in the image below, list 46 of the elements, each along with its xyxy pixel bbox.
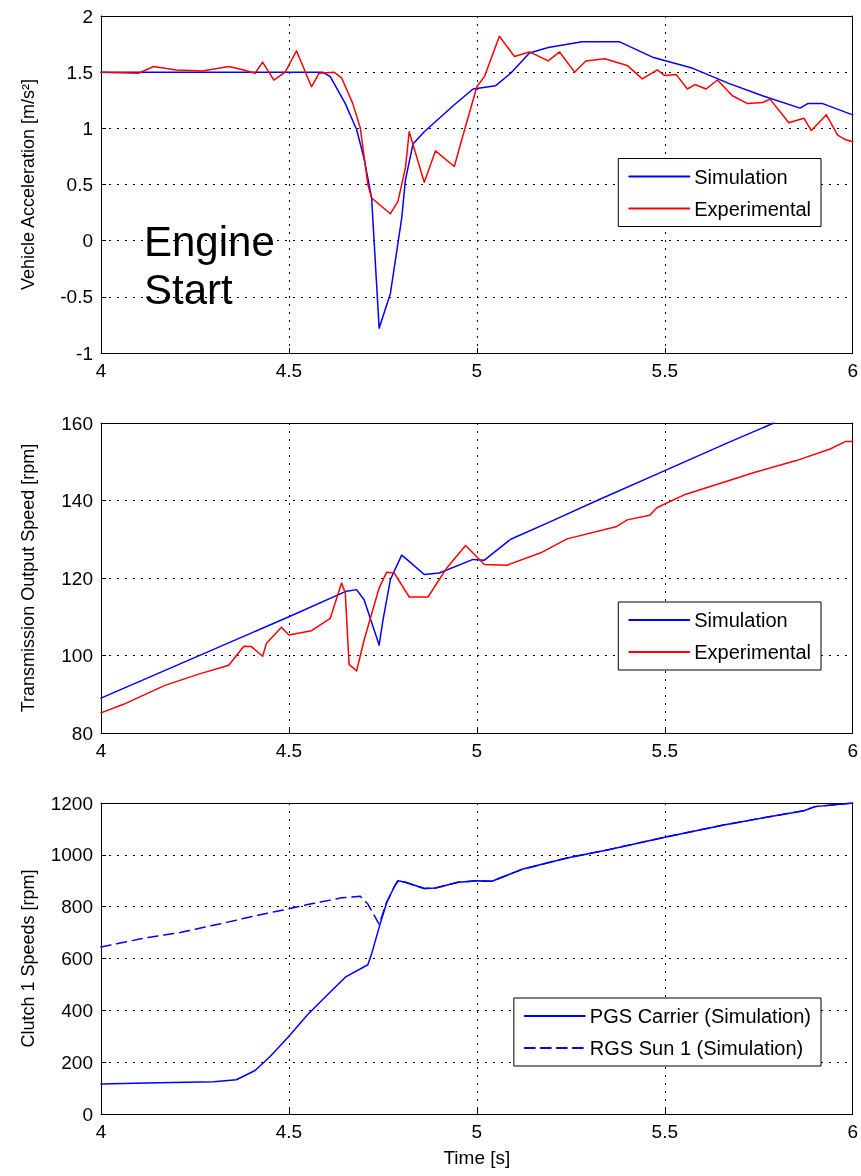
legend-label: RGS Sun 1 (Simulation) [589,1037,804,1059]
y-tick-label: 0 [82,1103,93,1125]
x-tick-label: 5.5 [651,1121,678,1142]
annotation: Engine Start [144,217,275,313]
y-tick-label: -1 [76,342,93,364]
y-tick-label: 100 [61,645,93,666]
legend-label: Experimental [694,641,811,663]
x-tick-label: 5.5 [651,360,678,381]
x-axis-title: Time [s] [443,1147,511,1168]
y-tick-label: 400 [61,999,93,1021]
y-tick-label: 120 [61,567,93,589]
legend-label: Simulation [694,165,788,188]
y-axis-title: Transmission Output Speed [rpm] [18,443,38,713]
y-tick-label: 200 [61,1051,93,1073]
x-tick-label: 6 [847,740,859,761]
x-tick-label: 5 [471,740,483,761]
y-tick-label: 1.5 [66,61,93,83]
x-tick-label: 4 [95,1121,107,1142]
x-tick-label: 4.5 [275,1121,303,1142]
y-tick-label: -0.5 [60,286,93,308]
y-tick-label: 800 [61,896,93,918]
y-axis-title: Vehicle Acceleration [m/s²] [18,78,38,291]
x-tick-label: 4.5 [275,740,303,761]
y-tick-label: 2 [82,5,93,27]
y-tick-label: 600 [61,948,93,969]
y-tick-label: 80 [71,722,93,744]
x-tick-label: 6 [847,360,859,381]
x-tick-label: 5 [471,360,483,381]
y-axis-title: Clutch 1 Speeds [rpm] [18,869,38,1048]
y-tick-label: 140 [61,490,93,511]
x-tick-label: 4.5 [275,360,303,381]
x-tick-label: 6 [847,1121,859,1142]
x-tick-label: 5 [471,1121,483,1142]
y-tick-label: 0 [82,230,93,252]
y-tick-label: 160 [61,412,93,434]
legend-label: Simulation [694,609,788,631]
x-tick-label: 5.5 [651,740,678,761]
legend-label: PGS Carrier (Simulation) [589,1005,812,1027]
x-tick-label: 4 [95,360,107,381]
y-tick-label: 1 [82,117,93,139]
y-tick-label: 1000 [50,844,93,866]
y-tick-label: 0.5 [66,174,93,195]
line-series [100,440,854,714]
x-tick-label: 4 [95,740,107,761]
y-tick-label: 1200 [50,792,93,814]
legend-label: Experimental [694,197,811,220]
